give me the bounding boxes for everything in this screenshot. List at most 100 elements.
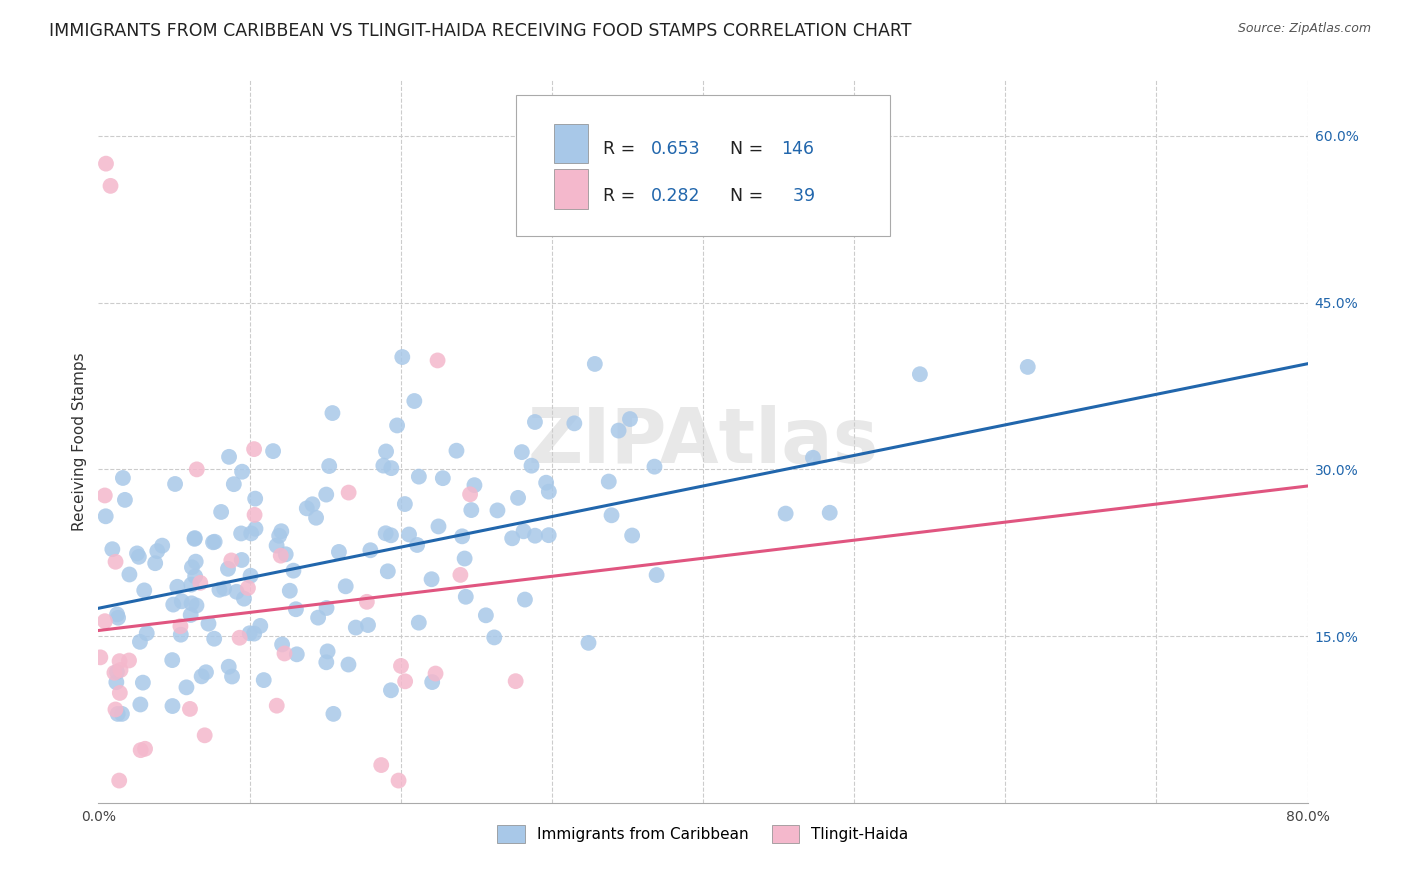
Point [135, 626, 157, 640]
Point [233, 591, 256, 606]
Legend: Immigrants from Caribbean, Tlingit-Haida: Immigrants from Caribbean, Tlingit-Haida [491, 819, 915, 849]
Point [221, 553, 243, 567]
Point [389, 659, 412, 673]
Point [184, 531, 207, 545]
Point [775, 507, 797, 521]
Point [202, 632, 225, 646]
Point [619, 412, 641, 426]
Point [537, 484, 560, 499]
Point [104, 555, 127, 569]
Point [194, 665, 217, 680]
Point [391, 350, 413, 364]
Point [318, 458, 340, 473]
Point [377, 564, 399, 578]
Point [322, 706, 344, 721]
Text: N =: N = [730, 187, 768, 205]
Point [426, 353, 449, 368]
Point [501, 531, 523, 545]
Point [212, 582, 235, 596]
Point [89, 650, 111, 665]
Point [190, 669, 212, 683]
Point [253, 673, 276, 687]
Point [208, 582, 231, 597]
Point [301, 497, 323, 511]
Point [425, 666, 447, 681]
Point [183, 532, 205, 546]
Point [197, 616, 219, 631]
Point [209, 505, 232, 519]
Text: ZIPAtlas: ZIPAtlas [527, 405, 879, 478]
Point [523, 415, 546, 429]
Point [801, 450, 824, 465]
Point [278, 583, 301, 598]
Point [315, 655, 337, 669]
Text: Source: ZipAtlas.com: Source: ZipAtlas.com [1237, 22, 1371, 36]
Point [269, 529, 291, 543]
Point [202, 535, 225, 549]
Point [524, 529, 547, 543]
Point [284, 602, 307, 616]
Text: R =: R = [603, 139, 640, 158]
Point [94, 509, 117, 524]
Point [380, 461, 402, 475]
Point [108, 686, 131, 700]
Bar [554, 169, 588, 209]
Point [231, 553, 253, 567]
Text: R =: R = [603, 187, 640, 205]
Point [328, 545, 350, 559]
Point [475, 608, 498, 623]
Point [107, 706, 129, 721]
Point [231, 465, 253, 479]
Point [451, 529, 474, 543]
Point [181, 560, 204, 574]
Point [249, 619, 271, 633]
Point [398, 527, 420, 541]
Point [273, 647, 295, 661]
Point [243, 491, 266, 506]
Point [118, 653, 141, 667]
Point [128, 549, 150, 564]
Point [460, 503, 482, 517]
Point [270, 549, 292, 563]
Point [404, 394, 426, 409]
Point [621, 528, 644, 542]
Text: N =: N = [730, 139, 768, 158]
Point [143, 556, 166, 570]
Point [643, 459, 665, 474]
Point [160, 653, 183, 667]
Point [108, 654, 131, 668]
Point [266, 698, 288, 713]
Point [359, 543, 381, 558]
Point [406, 538, 429, 552]
Text: 0.653: 0.653 [651, 139, 700, 158]
Point [218, 659, 240, 673]
Point [607, 424, 630, 438]
Point [243, 626, 266, 640]
Point [274, 547, 297, 561]
Point [385, 418, 408, 433]
Point [179, 702, 201, 716]
Point [194, 728, 217, 742]
Point [94, 488, 117, 502]
Point [408, 615, 430, 630]
Point [534, 475, 557, 490]
Point [100, 178, 122, 193]
Point [221, 669, 243, 683]
Text: 39: 39 [782, 187, 814, 205]
Point [374, 526, 396, 541]
Point [245, 522, 267, 536]
FancyBboxPatch shape [516, 95, 890, 235]
Point [134, 583, 156, 598]
Point [225, 584, 247, 599]
Point [645, 568, 668, 582]
Point [129, 635, 152, 649]
Point [125, 546, 148, 560]
Point [394, 497, 416, 511]
Point [129, 698, 152, 712]
Point [186, 462, 208, 476]
Text: 0.282: 0.282 [651, 187, 700, 205]
Point [375, 444, 398, 458]
Point [165, 477, 187, 491]
Point [315, 487, 337, 501]
Point [513, 592, 536, 607]
